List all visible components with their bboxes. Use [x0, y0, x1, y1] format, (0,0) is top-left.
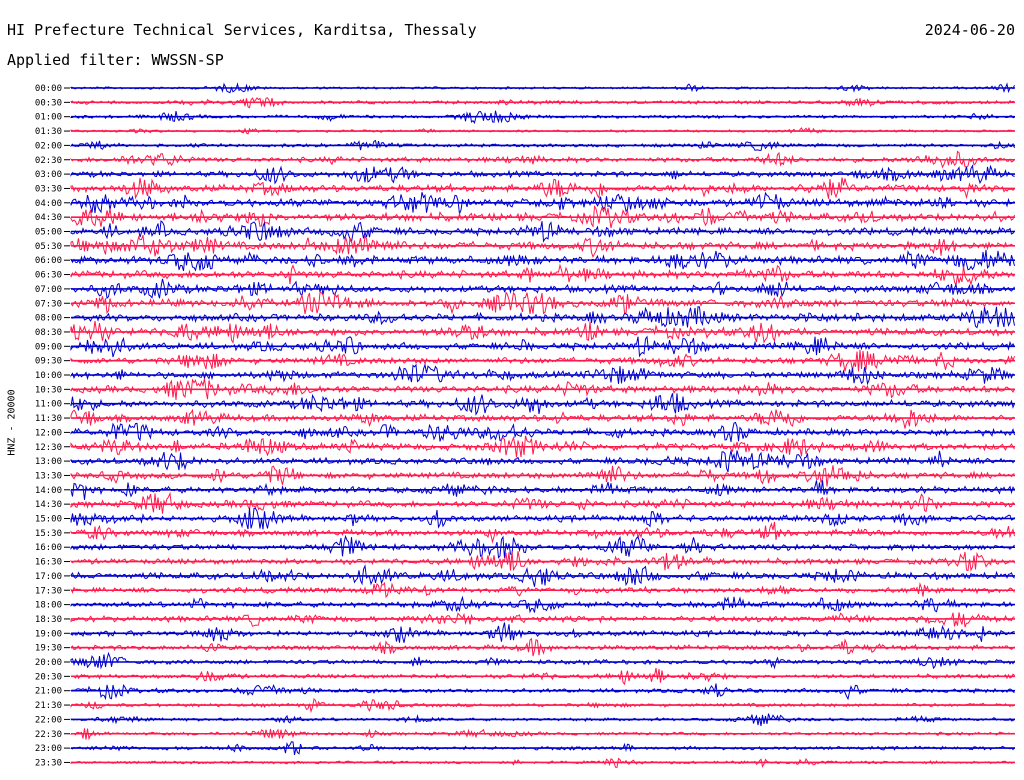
time-tick-label: 15:30: [35, 529, 62, 539]
time-tick-label: 05:30: [35, 242, 62, 252]
time-tick-label: 08:30: [35, 328, 62, 338]
time-tick-label: 21:30: [35, 701, 62, 711]
time-tick-label: 12:30: [35, 443, 62, 453]
time-tick-label: 19:00: [35, 629, 62, 639]
time-tick-label: 08:00: [35, 314, 62, 324]
time-tick-label: 10:00: [35, 371, 62, 381]
time-tick-label: 12:00: [35, 428, 62, 438]
time-tick-label: 01:30: [35, 127, 62, 137]
date-label: 2024-06-20: [924, 21, 1015, 39]
time-tick-label: 22:30: [35, 730, 62, 740]
time-tick-label: 03:30: [35, 184, 62, 194]
seismic-trace-2300: [70, 741, 1015, 756]
seismic-trace-0730: [70, 290, 1015, 315]
seismic-trace-1730: [70, 581, 1015, 599]
seismic-trace-1130: [70, 408, 1015, 429]
time-tick-label: 02:00: [35, 141, 62, 151]
time-tick-label: 09:30: [35, 357, 62, 367]
seismic-trace-1230: [70, 435, 1015, 458]
time-tick-label: 19:30: [35, 644, 62, 654]
time-tick-label: 14:00: [35, 486, 62, 496]
seismic-trace-1700: [70, 564, 1015, 587]
time-tick-label: 09:00: [35, 342, 62, 352]
time-tick-label: 14:30: [35, 500, 62, 510]
seismic-trace-0330: [70, 177, 1015, 200]
time-tick-label: 06:30: [35, 271, 62, 281]
time-tick-label: 20:30: [35, 672, 62, 682]
seismic-trace-0530: [70, 235, 1015, 258]
seismic-trace-1300: [70, 450, 1015, 473]
time-tick-label: 07:30: [35, 299, 62, 309]
time-tick-label: 11:30: [35, 414, 62, 424]
seismic-trace-0830: [70, 320, 1015, 344]
seismic-trace-0800: [70, 306, 1015, 329]
seismic-trace-1530: [70, 521, 1015, 544]
time-tick-label: 00:00: [35, 84, 62, 94]
time-tick-label: 00:30: [35, 98, 62, 108]
time-tick-label: 04:00: [35, 199, 62, 209]
seismic-trace-1430: [70, 491, 1015, 514]
seismic-trace-2000: [70, 651, 1015, 670]
time-tick-label: 10:30: [35, 385, 62, 395]
time-tick-label: 15:00: [35, 515, 62, 525]
time-tick-label: 16:30: [35, 558, 62, 568]
time-tick-label: 16:00: [35, 543, 62, 553]
time-tick-label: 17:30: [35, 586, 62, 596]
station-title: HI Prefecture Technical Services, Kardit…: [7, 21, 477, 39]
seismic-trace-0300: [70, 164, 1015, 185]
seismic-trace-1400: [70, 480, 1015, 500]
time-tick-label: 17:00: [35, 572, 62, 582]
time-tick-label: 20:00: [35, 658, 62, 668]
time-tick-label: 23:00: [35, 744, 62, 754]
filter-line: Applied filter: WWSSN-SP: [7, 51, 224, 69]
seismic-trace-2100: [70, 683, 1015, 701]
seismic-trace-0900: [70, 335, 1015, 358]
time-tick-label: 13:00: [35, 457, 62, 467]
seismic-trace-1000: [70, 363, 1015, 386]
time-tick-label: 01:00: [35, 113, 62, 123]
time-tick-label: 13:30: [35, 471, 62, 481]
time-tick-label: 22:00: [35, 715, 62, 725]
time-tick-label: 07:00: [35, 285, 62, 295]
time-tick-label: 21:00: [35, 687, 62, 697]
time-tick-label: 18:30: [35, 615, 62, 625]
time-tick-label: 02:30: [35, 156, 62, 166]
time-ticks-group: 00:00 00:30 01:00 01:30 02:00 02:30 03:00 03:30…: [35, 84, 70, 768]
filter-label: Applied filter:: [7, 51, 143, 69]
time-tick-label: 11:00: [35, 400, 62, 410]
time-tick-label: 23:30: [35, 758, 62, 768]
time-tick-label: 06:00: [35, 256, 62, 266]
time-tick-label: 18:00: [35, 601, 62, 611]
time-tick-label: 03:00: [35, 170, 62, 180]
seismic-trace-1830: [70, 612, 1015, 628]
traces-group: [70, 82, 1015, 768]
time-tick-label: 05:00: [35, 228, 62, 238]
time-tick-label: 04:30: [35, 213, 62, 223]
filter-value: WWSSN-SP: [151, 51, 224, 69]
